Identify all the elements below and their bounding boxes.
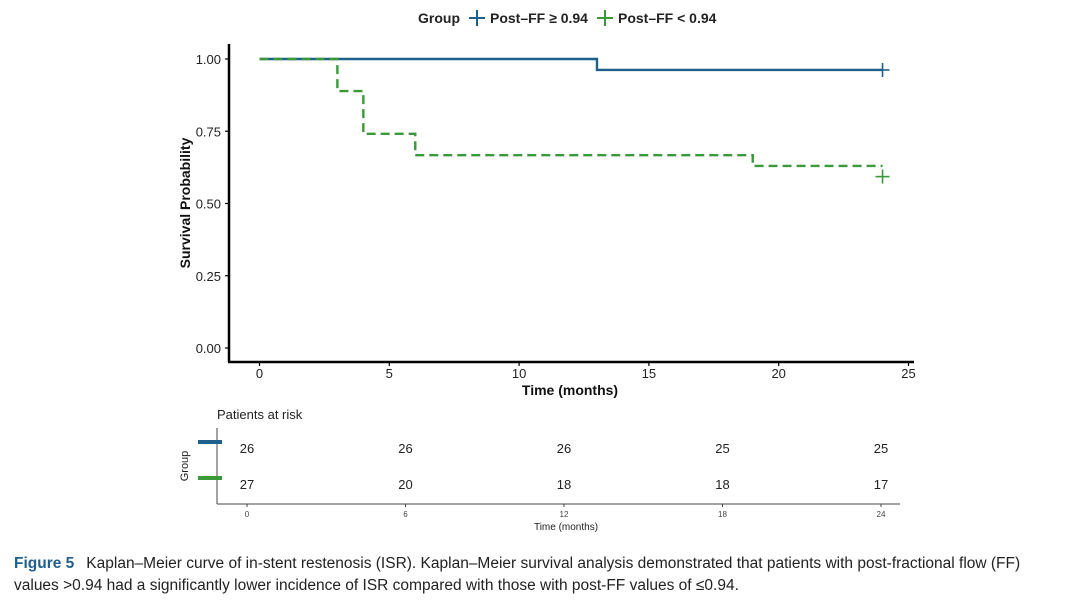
risk-cell: 18	[557, 477, 571, 492]
risk-cell: 18	[715, 477, 729, 492]
km-y-tick-label: 0.00	[196, 341, 221, 356]
km-y-tick-label: 0.25	[196, 269, 221, 284]
km-y-ticks: 0.00 0.25 0.50 0.75 1.00	[196, 52, 229, 356]
risk-cell: 17	[874, 477, 888, 492]
km-x-tick-label: 10	[512, 366, 526, 381]
km-x-tick-label: 5	[386, 366, 393, 381]
risk-table-x-title: Time (months)	[534, 522, 598, 533]
risk-cell: 25	[874, 441, 888, 456]
km-x-ticks: 0 5 10 15 20 25	[256, 362, 916, 381]
figure-caption-label: Figure 5	[14, 555, 75, 572]
km-x-tick-label: 25	[901, 366, 915, 381]
risk-x-tick-label: 12	[560, 510, 569, 519]
risk-x-tick-label: 6	[403, 510, 408, 519]
legend-label-2: Post–FF < 0.94	[618, 10, 717, 26]
km-y-tick-label: 0.50	[196, 197, 221, 212]
legend-key-2	[597, 10, 613, 26]
risk-x-tick-label: 0	[245, 510, 250, 519]
risk-cell: 26	[240, 441, 254, 456]
km-x-tick-label: 20	[771, 366, 785, 381]
risk-table-title: Patients at risk	[217, 407, 303, 422]
risk-cell: 25	[715, 441, 729, 456]
km-x-axis-title: Time (months)	[522, 382, 618, 398]
km-curve-1	[259, 57, 883, 72]
legend-label-1: Post–FF ≥ 0.94	[490, 10, 588, 26]
risk-x-tick-label: 24	[877, 510, 886, 519]
km-y-axis-title: Survival Probability	[177, 137, 193, 268]
figure-caption: Figure 5 Kaplan–Meier curve of in-stent r…	[14, 553, 1069, 597]
km-curve-2	[259, 57, 883, 168]
risk-table-body: 26 26 26 25 25 27 20 18 18 17 0 6 12 18 24	[198, 440, 888, 519]
km-y-tick-label: 1.00	[196, 52, 221, 67]
legend: Group Post–FF ≥ 0.94 Post–FF < 0.94	[418, 10, 717, 26]
km-curves	[259, 57, 890, 184]
risk-cell: 26	[398, 441, 412, 456]
risk-table-y-title: Group	[179, 451, 191, 482]
risk-cell: 20	[398, 477, 412, 492]
risk-cell: 27	[240, 477, 254, 492]
km-x-tick-label: 0	[256, 366, 263, 381]
risk-x-tick-label: 18	[718, 510, 727, 519]
km-y-tick-label: 0.75	[196, 124, 221, 139]
legend-key-1	[469, 10, 485, 26]
figure-caption-text: Kaplan–Meier curve of in-stent restenosi…	[14, 555, 1021, 594]
legend-title: Group	[418, 10, 460, 26]
km-x-tick-label: 15	[642, 366, 656, 381]
risk-cell: 26	[557, 441, 571, 456]
